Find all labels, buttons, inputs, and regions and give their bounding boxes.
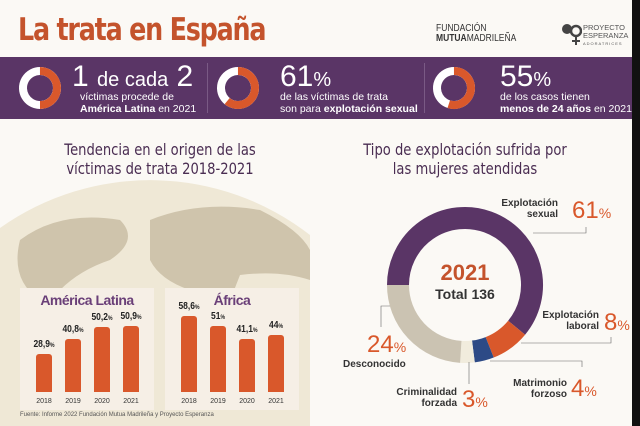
slice-pct: 4% bbox=[571, 375, 597, 402]
slice-label-explotacion-sexual: Explotación sexual bbox=[501, 198, 558, 220]
stat-ring bbox=[19, 67, 61, 109]
window-edge bbox=[632, 0, 640, 426]
bar-2021 bbox=[123, 325, 139, 392]
donut-slice-desconocido bbox=[387, 284, 462, 363]
bar-2021 bbox=[268, 334, 284, 392]
stat-text: de las víctimas de trata son para explota… bbox=[280, 91, 418, 115]
bar-value-label: 44% bbox=[269, 319, 283, 331]
slice-label-desconocido: Desconocido bbox=[343, 359, 406, 370]
stat-text: víctimas procede de América Latina en 202… bbox=[80, 91, 197, 115]
section-title-tendencia: Tendencia en el origen de las víctimas d… bbox=[64, 140, 256, 178]
slice-pct: 3% bbox=[462, 386, 488, 413]
bar-2020 bbox=[94, 326, 110, 392]
divider bbox=[207, 63, 208, 113]
year-label: 2020 bbox=[239, 398, 255, 405]
ring-fill bbox=[224, 67, 259, 109]
bar-value-label: 50,9% bbox=[120, 310, 142, 322]
donut-center-total: Total 136 bbox=[435, 286, 495, 302]
logo-proyecto-esperanza: PROYECTO ESPERANZA ADORATRICES bbox=[583, 23, 629, 46]
donut-slice-explotación-sexual bbox=[387, 207, 543, 335]
panel-title: África bbox=[213, 292, 251, 308]
year-label: 2020 bbox=[94, 398, 110, 405]
bar-value-label: 28,9% bbox=[33, 339, 55, 351]
slice-pct: 24% bbox=[367, 331, 407, 358]
year-label: 2019 bbox=[210, 398, 226, 405]
donut-chart bbox=[387, 207, 543, 363]
bar-2019 bbox=[210, 325, 226, 392]
slice-pct: 61% bbox=[572, 197, 612, 224]
leader-lines bbox=[380, 227, 612, 384]
donut-slice-explotación-laboral bbox=[485, 320, 526, 358]
key-stats-band: 1 de cada 2 víctimas procede de América L… bbox=[0, 57, 632, 119]
stat-america-latina: 1 de cada 2 víctimas procede de América L… bbox=[0, 57, 205, 119]
slice-label-explotacion-laboral: Explotación laboral bbox=[542, 310, 599, 332]
logo-fundacion-mutua: FUNDACIÓN MUTUAMADRILEÑA bbox=[436, 23, 517, 44]
bar-value-label: 50,2% bbox=[91, 311, 113, 323]
bar-2019 bbox=[65, 338, 81, 392]
panel-america-latina: América Latina 28,9% 2018 40,8% 2019 50,2% 20… bbox=[20, 288, 154, 410]
stat-text: de los casos tienen menos de 24 años en 2… bbox=[500, 91, 632, 115]
stat-menores-24: 55% de los casos tienen menos de 24 años … bbox=[428, 57, 632, 119]
year-label: 2019 bbox=[65, 398, 81, 405]
year-label: 2018 bbox=[36, 398, 52, 405]
year-label: 2021 bbox=[123, 398, 139, 405]
bar-value-label: 58,6% bbox=[178, 300, 200, 312]
year-label: 2021 bbox=[268, 398, 284, 405]
proyecto-esperanza-logo-icon bbox=[562, 24, 582, 45]
section-title-tipo: Tipo de explotación sufrida por las muje… bbox=[363, 140, 567, 178]
panel-title: América Latina bbox=[40, 292, 134, 308]
slice-label-matrimonio-forzoso: Matrimonio forzoso bbox=[513, 378, 567, 400]
donut-slice-criminalidad-forzada bbox=[460, 340, 475, 363]
bar-2020 bbox=[239, 338, 255, 392]
bar-value-label: 41,1% bbox=[236, 323, 258, 335]
page-title: La trata en España bbox=[18, 12, 267, 48]
divider bbox=[424, 63, 425, 113]
ring-fill bbox=[39, 67, 61, 109]
panel-africa: África 58,6% 2018 51% 2019 41,1% 2020 44% 2021 bbox=[165, 288, 299, 410]
stat-explotacion-sexual: 61% de las víctimas de trata son para exp… bbox=[210, 57, 420, 119]
bar-2018 bbox=[36, 354, 52, 392]
year-label: 2018 bbox=[181, 398, 197, 405]
donut-center-year: 2021 bbox=[440, 260, 490, 285]
stat-ring bbox=[217, 67, 259, 109]
slice-label-criminalidad-forzada: Criminalidad forzada bbox=[396, 387, 457, 409]
bar-2018 bbox=[181, 315, 197, 392]
stat-ring bbox=[433, 67, 475, 109]
slice-pct: 8% bbox=[604, 309, 630, 336]
source-note: Fuente: Informe 2022 Fundación Mutua Mad… bbox=[20, 412, 214, 418]
ring-fill bbox=[447, 67, 475, 109]
bar-value-label: 51% bbox=[211, 310, 225, 322]
donut-slice-matrimonio-forzoso bbox=[471, 336, 494, 363]
bar-value-label: 40,8% bbox=[62, 323, 84, 335]
